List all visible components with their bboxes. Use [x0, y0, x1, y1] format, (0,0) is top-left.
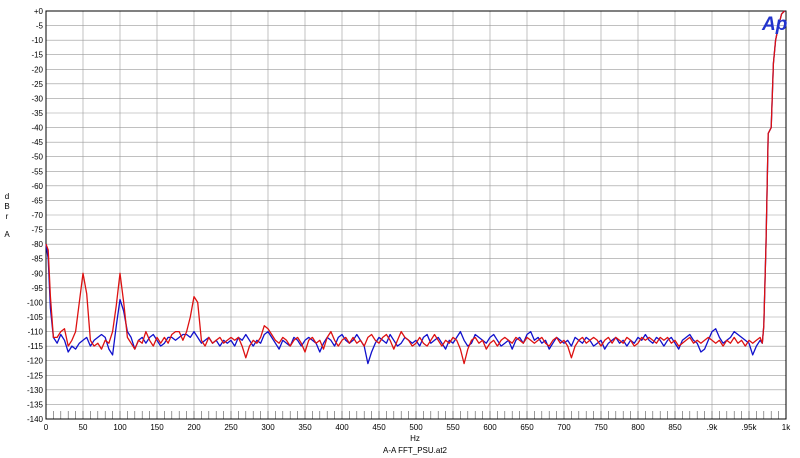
x-tick-label: 100 [113, 423, 127, 432]
file-caption: A-A FFT_PSU.at2 [383, 446, 448, 455]
y-tick-label: -50 [31, 153, 43, 162]
x-tick-label: 250 [224, 423, 238, 432]
y-tick-label: -60 [31, 182, 43, 191]
y-tick-label: -75 [31, 226, 43, 235]
grid [45, 10, 787, 420]
x-tick-label: 750 [594, 423, 608, 432]
y-axis-label-a: A [4, 230, 10, 239]
x-tick-label: 0 [44, 423, 49, 432]
y-tick-label: -80 [31, 240, 43, 249]
x-tick-label: 650 [520, 423, 534, 432]
y-tick-label: -70 [31, 211, 43, 220]
y-tick-label: -115 [28, 342, 44, 351]
x-tick-label: 450 [372, 423, 386, 432]
ap-logo: Ap [761, 14, 787, 35]
x-tick-label: 150 [150, 423, 164, 432]
x-tick-labels: 0 50 100 150 200 250 300 350 400 450 500 550 600 650 7… [44, 423, 791, 432]
x-tick-label: 200 [187, 423, 201, 432]
y-tick-label: -90 [31, 269, 43, 278]
y-tick-label: +0 [34, 7, 44, 16]
y-tick-label: -55 [31, 167, 43, 176]
y-tick-label: -5 [36, 22, 44, 31]
series-line-blue [45, 10, 785, 365]
x-tick-label: 500 [409, 423, 423, 432]
minor-ticks [45, 411, 787, 419]
y-tick-label: -100 [27, 298, 44, 307]
y-tick-label: -110 [28, 328, 44, 337]
y-tick-label: -45 [31, 138, 43, 147]
y-tick-label: -95 [31, 284, 43, 293]
y-tick-label: -125 [27, 371, 44, 380]
x-tick-label: 50 [79, 423, 88, 432]
y-tick-label: -105 [27, 313, 44, 322]
y-tick-label: -130 [27, 386, 44, 395]
x-tick-label: .9k [707, 423, 719, 432]
x-tick-label: 850 [668, 423, 682, 432]
x-tick-label: 800 [631, 423, 645, 432]
series-layer [45, 10, 785, 365]
x-tick-label: 400 [335, 423, 349, 432]
x-tick-label: 550 [446, 423, 460, 432]
y-axis-label-r: r [6, 212, 9, 221]
y-tick-label: -85 [31, 255, 43, 264]
y-tick-label: -20 [31, 65, 43, 74]
y-tick-label: -25 [31, 80, 43, 89]
x-tick-label: 300 [261, 423, 275, 432]
y-axis-label-d: d [5, 192, 9, 201]
x-tick-label: 1k [782, 423, 791, 432]
y-tick-label: -65 [31, 196, 43, 205]
y-tick-label: -40 [31, 124, 43, 133]
x-tick-label: 600 [483, 423, 497, 432]
y-axis-label-b: B [4, 202, 9, 211]
y-tick-labels: +0 -5 -10 -15 -20 -25 -30 -35 -40 -45 -50 -55 -60 -65… [27, 7, 44, 424]
x-axis-label: Hz [410, 434, 420, 443]
y-tick-label: -120 [27, 357, 44, 366]
y-tick-label: -30 [31, 94, 43, 103]
plot-frame [45, 10, 787, 420]
y-tick-label: -15 [31, 51, 43, 60]
y-tick-label: -35 [31, 109, 43, 118]
y-tick-label: -135 [27, 400, 44, 409]
y-tick-label: -140 [27, 415, 44, 424]
y-tick-label: -10 [31, 36, 43, 45]
x-tick-label: .95k [741, 423, 757, 432]
series-line-red [45, 10, 785, 365]
x-tick-label: 700 [557, 423, 571, 432]
x-tick-label: 350 [298, 423, 312, 432]
